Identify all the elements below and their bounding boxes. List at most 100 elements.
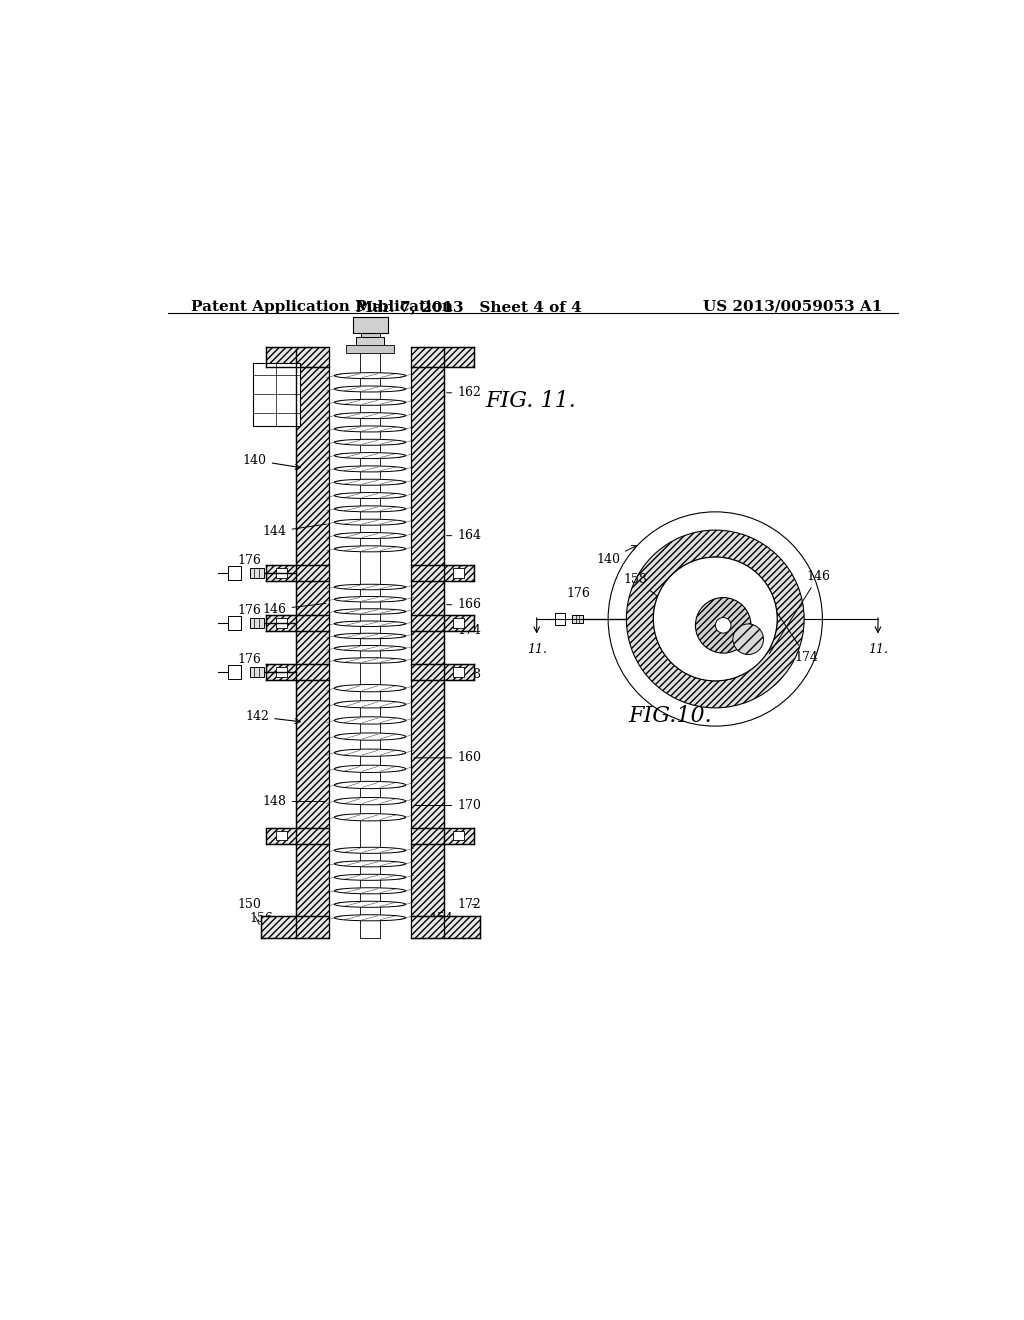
Ellipse shape <box>334 888 406 894</box>
Bar <box>228 665 241 680</box>
Bar <box>412 664 474 680</box>
Circle shape <box>695 598 751 653</box>
Text: 140: 140 <box>596 545 637 566</box>
Bar <box>412 828 474 843</box>
Ellipse shape <box>334 440 406 445</box>
Ellipse shape <box>334 717 406 725</box>
Ellipse shape <box>334 519 406 525</box>
Text: 160: 160 <box>414 751 481 764</box>
Circle shape <box>733 624 764 655</box>
Bar <box>346 346 394 354</box>
Bar <box>250 618 264 628</box>
Ellipse shape <box>334 597 406 602</box>
Text: 146: 146 <box>769 570 830 653</box>
Text: 176: 176 <box>238 553 261 566</box>
Bar <box>352 317 387 333</box>
Ellipse shape <box>334 861 406 867</box>
Ellipse shape <box>334 492 406 499</box>
Bar <box>454 830 465 841</box>
Bar <box>454 568 465 578</box>
Bar <box>266 565 329 581</box>
Ellipse shape <box>334 426 406 432</box>
Ellipse shape <box>334 372 406 379</box>
Bar <box>412 565 474 581</box>
Bar <box>275 668 287 677</box>
Ellipse shape <box>334 400 406 405</box>
Bar <box>359 350 380 939</box>
Ellipse shape <box>334 781 406 788</box>
Text: 156: 156 <box>250 912 326 931</box>
Ellipse shape <box>334 748 406 756</box>
Ellipse shape <box>334 733 406 741</box>
Bar <box>266 828 329 843</box>
Bar <box>275 618 287 628</box>
Ellipse shape <box>334 902 406 907</box>
Ellipse shape <box>334 645 406 651</box>
Bar <box>412 916 479 939</box>
Circle shape <box>608 512 822 726</box>
Text: 164: 164 <box>446 529 481 543</box>
Bar <box>454 618 465 628</box>
Bar <box>266 615 329 631</box>
Ellipse shape <box>334 585 406 590</box>
Ellipse shape <box>334 657 406 663</box>
Ellipse shape <box>334 847 406 853</box>
Text: 174: 174 <box>414 624 481 638</box>
Text: 170: 170 <box>414 799 481 812</box>
Text: 160: 160 <box>715 578 739 673</box>
Text: 176: 176 <box>238 603 261 616</box>
Bar <box>360 333 380 339</box>
Text: 11.: 11. <box>868 643 888 656</box>
Circle shape <box>716 618 731 634</box>
Ellipse shape <box>334 506 406 512</box>
Text: 146: 146 <box>263 603 326 616</box>
Bar <box>275 830 287 841</box>
Bar <box>412 347 474 367</box>
Circle shape <box>653 557 777 681</box>
Ellipse shape <box>334 813 406 821</box>
Ellipse shape <box>334 609 406 614</box>
Text: 142: 142 <box>246 710 300 723</box>
Text: FIG. 11.: FIG. 11. <box>485 389 575 412</box>
Ellipse shape <box>334 532 406 539</box>
Bar <box>412 615 474 631</box>
Bar <box>228 566 241 579</box>
Text: 158: 158 <box>624 573 699 630</box>
Bar <box>555 612 565 626</box>
Text: FIG.10.: FIG.10. <box>628 705 712 727</box>
Text: Patent Application Publication: Patent Application Publication <box>191 300 454 314</box>
Ellipse shape <box>334 453 406 458</box>
Ellipse shape <box>334 915 406 921</box>
Bar <box>228 616 241 630</box>
Ellipse shape <box>334 701 406 708</box>
Text: 166: 166 <box>446 598 481 611</box>
Ellipse shape <box>334 797 406 805</box>
Text: 148: 148 <box>263 795 326 808</box>
Bar <box>454 668 465 677</box>
Text: Mar. 7, 2013   Sheet 4 of 4: Mar. 7, 2013 Sheet 4 of 4 <box>356 300 582 314</box>
Text: 172: 172 <box>458 898 481 911</box>
Bar <box>260 916 329 939</box>
Text: 150: 150 <box>238 898 261 924</box>
Bar <box>266 347 329 367</box>
Ellipse shape <box>334 634 406 639</box>
Text: 154: 154 <box>414 912 454 925</box>
Bar <box>355 337 384 347</box>
Ellipse shape <box>334 466 406 473</box>
Ellipse shape <box>334 874 406 880</box>
Ellipse shape <box>334 766 406 772</box>
Bar <box>296 350 329 939</box>
Ellipse shape <box>334 385 406 392</box>
Text: 11.: 11. <box>526 643 547 656</box>
Text: 140: 140 <box>243 454 300 469</box>
Ellipse shape <box>334 413 406 418</box>
Text: 176: 176 <box>566 587 590 599</box>
Text: 168: 168 <box>446 668 481 681</box>
Bar <box>253 363 300 426</box>
Text: 174: 174 <box>766 597 818 664</box>
Bar <box>250 568 264 578</box>
Bar <box>266 664 329 680</box>
Bar <box>250 668 264 677</box>
Ellipse shape <box>334 620 406 627</box>
Text: 144: 144 <box>263 524 326 539</box>
